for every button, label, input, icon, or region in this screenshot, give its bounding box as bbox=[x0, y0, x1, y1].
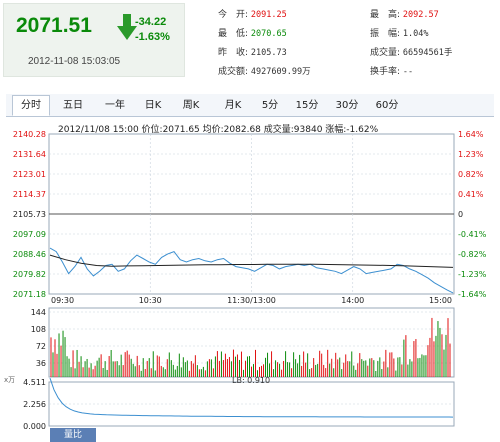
percent-y-tick-label: 0.82% bbox=[458, 170, 484, 179]
time-tick-label: 10:30 bbox=[139, 296, 162, 305]
time-tick-label: 15:00 bbox=[429, 296, 452, 305]
change-amount: -34.22 bbox=[135, 16, 167, 28]
stat-value: 66594561手 bbox=[402, 48, 453, 58]
volume-unit: x万 bbox=[4, 376, 16, 384]
tab-five-day[interactable]: 五日 bbox=[63, 100, 83, 111]
tab-60min[interactable]: 60分 bbox=[375, 100, 399, 111]
quote-panel: 2071.51 -34.22 -1.63% 2012-11-08 15:03:0… bbox=[3, 3, 185, 77]
price-grid bbox=[49, 134, 454, 377]
percent-y-tick-label: 1.64% bbox=[458, 130, 484, 139]
stat-open: 今 开: 2091.25 bbox=[218, 7, 287, 20]
tab-one-year[interactable]: 一年 bbox=[105, 100, 125, 111]
percent-y-tick-label: -0.41% bbox=[458, 230, 487, 239]
stat-value: 2070.65 bbox=[250, 29, 287, 39]
price-y-tick-label: 2123.01 bbox=[13, 170, 46, 179]
time-x-axis: 09:30 10:30 11:30/13:00 14:00 15:00 bbox=[51, 296, 452, 305]
tab-monthly-k[interactable]: 月K bbox=[224, 100, 242, 111]
volume-y-tick-label: 108 bbox=[31, 325, 46, 334]
stat-label: 最 低: bbox=[218, 29, 249, 39]
stat-label: 昨 收: bbox=[218, 48, 249, 58]
stat-volume: 成交量: 66594561手 bbox=[370, 45, 452, 58]
tab-30min[interactable]: 30分 bbox=[335, 100, 359, 111]
tab-intraday[interactable]: 分时 bbox=[12, 95, 50, 116]
stat-value: 2105.73 bbox=[250, 48, 287, 58]
period-tabs: 分时 五日 一年 日K 周K 月K 5分 15分 30分 60分 bbox=[6, 94, 494, 117]
quote-datetime: 2012-11-08 15:03:05 bbox=[28, 56, 121, 67]
volume-y-tick-label: 72 bbox=[36, 342, 46, 351]
stat-high: 最 高: 2092.57 bbox=[370, 7, 439, 20]
tab-15min[interactable]: 15分 bbox=[295, 100, 319, 111]
change-percent: -1.63% bbox=[135, 31, 170, 43]
stat-label: 成交额: bbox=[218, 67, 249, 77]
time-tick-label: 11:30/13:00 bbox=[227, 296, 276, 305]
stat-label: 振 幅: bbox=[370, 29, 401, 39]
ratio-y-tick-label: 0.000 bbox=[23, 422, 46, 431]
stat-label: 最 高: bbox=[370, 10, 401, 20]
price-y-tick-label: 2071.18 bbox=[13, 290, 46, 299]
stat-turnover-rate: 换手率: -- bbox=[370, 64, 413, 77]
stat-value: -- bbox=[402, 67, 414, 77]
price-y-tick-label: 2114.37 bbox=[13, 190, 46, 199]
price-panel-frame bbox=[48, 133, 455, 295]
price-y-tick-label: 2140.28 bbox=[13, 130, 46, 139]
percent-y-tick-label: -0.82% bbox=[458, 250, 487, 259]
price-y-axis-left: 2140.28 2131.64 2123.01 2114.37 2105.73 2097.… bbox=[13, 130, 46, 299]
stat-label: 成交量: bbox=[370, 48, 401, 58]
percent-y-tick-label: 1.23% bbox=[458, 150, 484, 159]
stat-value: 1.04% bbox=[402, 29, 429, 39]
stat-prev-close: 昨 收: 2105.73 bbox=[218, 45, 287, 58]
ratio-y-tick-label: 2.256 bbox=[23, 400, 46, 409]
ratio-y-axis: 4.511 2.256 0.000 bbox=[23, 378, 46, 431]
tab-bar-background bbox=[6, 94, 494, 116]
volume-y-tick-label: 144 bbox=[31, 308, 46, 317]
stat-label: 换手率: bbox=[370, 67, 401, 77]
volume-y-axis: 144 108 72 36 bbox=[31, 308, 46, 368]
tab-5min[interactable]: 5分 bbox=[261, 100, 279, 111]
percent-y-tick-label: -1.64% bbox=[458, 290, 487, 299]
stat-amplitude: 振 幅: 1.04% bbox=[370, 26, 429, 39]
volume-panel-frame bbox=[48, 307, 455, 378]
change-values: -34.22 -1.63% bbox=[135, 15, 170, 45]
stat-low: 最 低: 2070.65 bbox=[218, 26, 287, 39]
ratio-panel-frame bbox=[48, 381, 455, 427]
tab-weekly-k[interactable]: 周K bbox=[182, 100, 200, 111]
tab-daily-k[interactable]: 日K bbox=[144, 100, 162, 111]
ratio-label: LB: 0.910 bbox=[232, 376, 271, 385]
stat-value: 2092.57 bbox=[402, 10, 439, 20]
volume-y-tick-label: 36 bbox=[36, 359, 46, 368]
stat-turnover: 成交额: 4927609.99万 bbox=[218, 64, 311, 77]
time-tick-label: 09:30 bbox=[51, 296, 74, 305]
volume-bars bbox=[50, 317, 451, 377]
volume-ratio-tab[interactable]: 量比 bbox=[50, 428, 96, 442]
down-arrow-icon bbox=[117, 14, 137, 40]
percent-y-tick-label: -1.23% bbox=[458, 270, 487, 279]
price-y-tick-label: 2088.46 bbox=[13, 250, 46, 259]
price-y-tick-label: 2079.82 bbox=[13, 270, 46, 279]
cursor-status-line: 2012/11/08 15:00 价位:2071.65 均价:2082.68 成… bbox=[58, 125, 379, 135]
stat-value: 4927609.99万 bbox=[250, 67, 311, 77]
current-price: 2071.51 bbox=[16, 14, 92, 37]
ratio-y-tick-label: 4.511 bbox=[23, 378, 46, 387]
price-y-axis-right: 1.64% 1.23% 0.82% 0.41% 0 -0.41% -0.82% -1.23% -… bbox=[458, 130, 487, 299]
volume-grid bbox=[49, 311, 454, 364]
price-y-tick-label: 2131.64 bbox=[13, 150, 46, 159]
stat-value: 2091.25 bbox=[250, 10, 287, 20]
average-series-line bbox=[49, 254, 454, 268]
stat-label: 今 开: bbox=[218, 10, 249, 20]
time-tick-label: 14:00 bbox=[341, 296, 364, 305]
percent-y-tick-label: 0.41% bbox=[458, 190, 484, 199]
price-y-tick-label: 2097.09 bbox=[13, 230, 46, 239]
percent-y-tick-label: 0 bbox=[458, 210, 463, 219]
price-y-tick-label: 2105.73 bbox=[13, 210, 46, 219]
price-series-line bbox=[49, 247, 454, 294]
